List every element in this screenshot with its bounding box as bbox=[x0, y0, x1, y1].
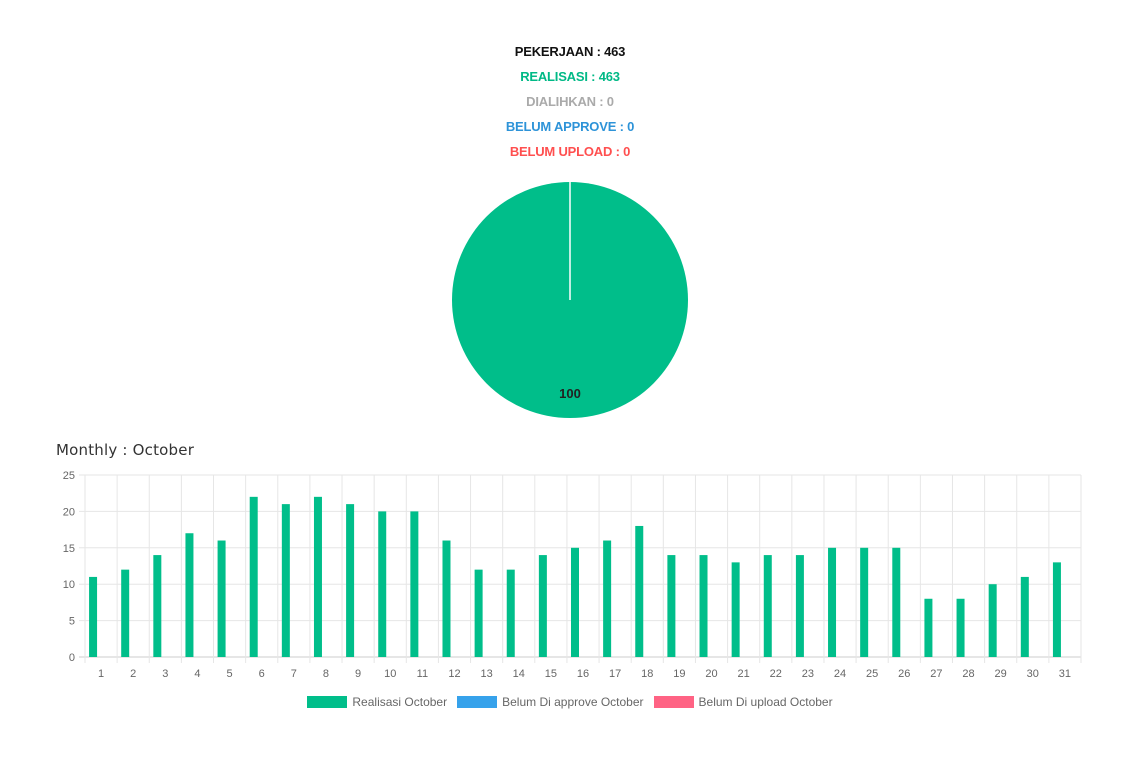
x-tick-label: 6 bbox=[259, 668, 265, 680]
x-tick-label: 19 bbox=[673, 668, 685, 680]
bar-realisasi-day-18[interactable] bbox=[635, 525, 644, 657]
x-tick-label: 18 bbox=[641, 668, 653, 680]
monthly-title: Monthly : October bbox=[56, 441, 195, 459]
y-tick-label: 10 bbox=[63, 579, 75, 591]
belum-approve-stat: BELUM APPROVE : 0 bbox=[505, 119, 635, 134]
x-tick-label: 9 bbox=[355, 668, 361, 680]
bar-realisasi-day-23[interactable] bbox=[795, 555, 804, 657]
bar-realisasi-day-7[interactable] bbox=[281, 504, 290, 657]
bar-realisasi-day-21[interactable] bbox=[731, 562, 740, 657]
legend-label-realisasi: Realisasi October bbox=[352, 695, 448, 709]
bar-realisasi-day-15[interactable] bbox=[538, 555, 547, 657]
legend-swatch-belum-upload bbox=[653, 696, 694, 708]
x-tick-label: 16 bbox=[577, 668, 589, 680]
bar-realisasi-day-27[interactable] bbox=[924, 598, 933, 657]
x-tick-label: 14 bbox=[513, 668, 525, 680]
x-tick-label: 1 bbox=[98, 668, 104, 680]
x-tick-label: 3 bbox=[162, 668, 168, 680]
bar-realisasi-day-12[interactable] bbox=[442, 540, 451, 657]
bar-realisasi-day-22[interactable] bbox=[763, 555, 772, 657]
x-tick-label: 29 bbox=[995, 668, 1007, 680]
x-tick-label: 17 bbox=[609, 668, 621, 680]
pekerjaan-stat: PEKERJAAN : 463 bbox=[514, 44, 626, 59]
legend-swatch-realisasi bbox=[307, 696, 348, 708]
bar-realisasi-day-8[interactable] bbox=[313, 496, 322, 657]
legend-item-belum-upload[interactable]: Belum Di upload October bbox=[653, 695, 833, 709]
bar-realisasi-day-20[interactable] bbox=[699, 555, 708, 657]
x-tick-label: 30 bbox=[1027, 668, 1039, 680]
x-tick-label: 15 bbox=[545, 668, 557, 680]
x-tick-label: 23 bbox=[802, 668, 814, 680]
x-tick-label: 8 bbox=[323, 668, 329, 680]
dialihkan-stat: DIALIHKAN : 0 bbox=[526, 94, 614, 109]
x-tick-label: 4 bbox=[194, 668, 200, 680]
bar-realisasi-day-4[interactable] bbox=[185, 533, 194, 657]
x-tick-label: 27 bbox=[930, 668, 942, 680]
x-tick-label: 11 bbox=[417, 668, 428, 680]
bar-chart-legend: Realisasi October Belum Di approve Octob… bbox=[0, 695, 1140, 709]
x-tick-label: 28 bbox=[962, 668, 974, 680]
x-tick-label: 20 bbox=[705, 668, 717, 680]
bar-realisasi-day-3[interactable] bbox=[153, 555, 162, 657]
x-tick-label: 22 bbox=[770, 668, 782, 680]
belum-upload-stat: BELUM UPLOAD : 0 bbox=[509, 144, 631, 159]
legend-item-belum-approve[interactable]: Belum Di approve October bbox=[457, 695, 644, 709]
y-tick-label: 20 bbox=[63, 506, 75, 518]
bar-realisasi-day-28[interactable] bbox=[956, 598, 965, 657]
y-tick-label: 15 bbox=[63, 543, 75, 555]
bar-realisasi-day-10[interactable] bbox=[378, 511, 387, 657]
x-tick-label: 13 bbox=[480, 668, 492, 680]
x-tick-label: 7 bbox=[291, 668, 297, 680]
y-tick-label: 5 bbox=[69, 616, 75, 628]
bar-realisasi-day-9[interactable] bbox=[346, 504, 355, 657]
pie-chart[interactable]: 100 bbox=[440, 170, 700, 430]
bar-realisasi-day-1[interactable] bbox=[89, 576, 98, 657]
bar-realisasi-day-25[interactable] bbox=[860, 547, 869, 657]
legend-label-belum-approve: Belum Di approve October bbox=[502, 695, 644, 709]
pie-data-label: 100 bbox=[559, 386, 581, 401]
bar-realisasi-day-13[interactable] bbox=[474, 569, 483, 657]
x-tick-label: 21 bbox=[738, 668, 750, 680]
realisasi-stat: REALISASI : 463 bbox=[520, 69, 620, 84]
x-tick-label: 12 bbox=[448, 668, 460, 680]
bar-realisasi-day-6[interactable] bbox=[249, 496, 258, 657]
x-tick-label: 26 bbox=[898, 668, 910, 680]
y-tick-label: 0 bbox=[69, 652, 75, 664]
y-tick-label: 25 bbox=[63, 470, 75, 482]
bar-realisasi-day-16[interactable] bbox=[571, 547, 579, 657]
summary-stats: PEKERJAAN : 463 REALISASI : 463 DIALIHKA… bbox=[0, 43, 1140, 168]
bar-realisasi-day-24[interactable] bbox=[828, 547, 837, 657]
x-tick-label: 31 bbox=[1059, 668, 1071, 680]
bar-realisasi-day-26[interactable] bbox=[892, 547, 901, 657]
bar-realisasi-day-5[interactable] bbox=[217, 540, 226, 657]
x-tick-label: 24 bbox=[834, 668, 846, 680]
bar-realisasi-day-29[interactable] bbox=[988, 584, 997, 657]
bar-realisasi-day-17[interactable] bbox=[603, 540, 612, 657]
legend-label-belum-upload: Belum Di upload October bbox=[698, 695, 833, 709]
bar-realisasi-day-14[interactable] bbox=[506, 569, 515, 657]
bar-realisasi-day-2[interactable] bbox=[121, 569, 130, 657]
x-tick-label: 25 bbox=[866, 668, 878, 680]
x-tick-label: 5 bbox=[227, 668, 233, 680]
legend-item-realisasi[interactable]: Realisasi October bbox=[307, 695, 447, 709]
x-tick-label: 10 bbox=[384, 668, 396, 680]
bar-realisasi-day-11[interactable] bbox=[410, 511, 419, 657]
bar-realisasi-day-19[interactable] bbox=[667, 555, 676, 657]
legend-swatch-belum-approve bbox=[457, 696, 498, 708]
bar-realisasi-day-30[interactable] bbox=[1020, 576, 1029, 657]
bar-realisasi-day-31[interactable] bbox=[1052, 562, 1061, 657]
x-tick-label: 2 bbox=[130, 668, 136, 680]
